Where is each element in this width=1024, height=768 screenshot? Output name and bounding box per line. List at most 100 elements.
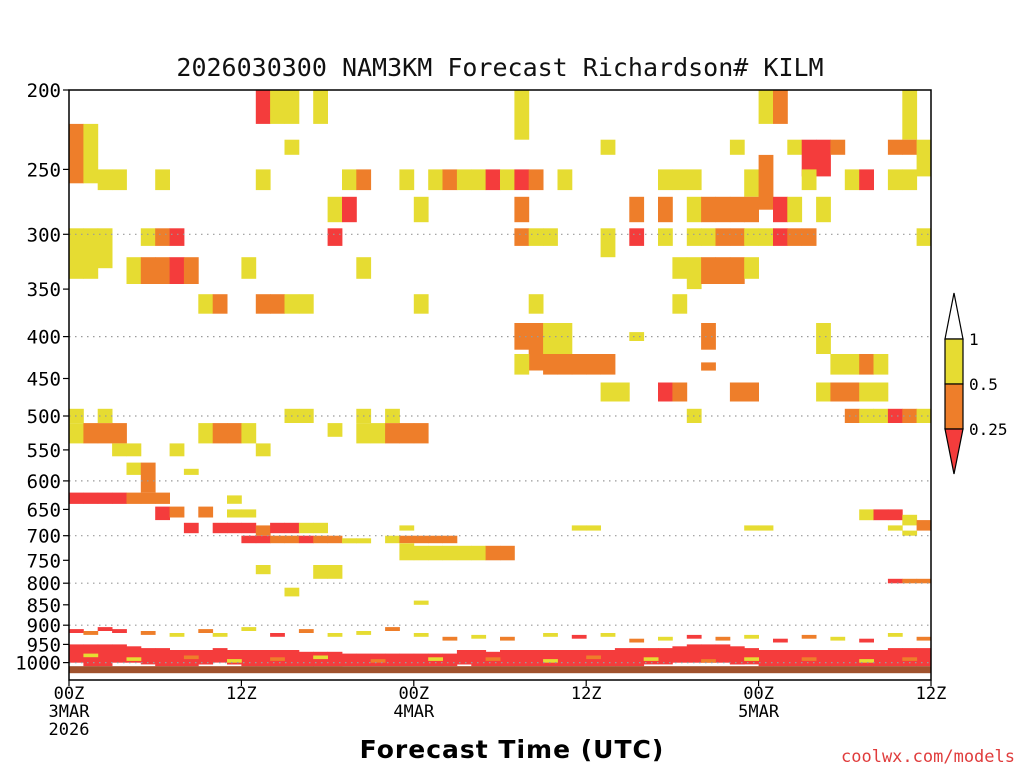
ri-cell [686,634,702,639]
ri-cell [227,423,242,444]
ri-cell [701,323,716,350]
x-tick-label: 12Z [571,684,602,704]
source-credit[interactable]: coolwx.com/models [841,747,1015,767]
ri-cell [385,653,400,667]
ri-cell [471,169,487,191]
ri-cell [471,634,487,639]
x-tick-label: 12Z [916,684,947,704]
ri-cell [155,169,170,191]
ri-cell [140,257,156,284]
ri-cell [801,657,817,661]
ri-cell [227,522,242,534]
ri-cell [701,257,716,284]
ri-cell [816,382,831,402]
ri-cell [284,294,300,314]
ri-cell [399,423,415,444]
ri-cell [614,382,630,402]
ri-cell [298,294,314,314]
ri-cell [701,228,716,246]
ri-cell [298,522,314,534]
ri-cell [356,653,372,667]
ri-cell [342,538,357,544]
ri-cell [327,651,343,667]
ri-cell [571,525,587,531]
ri-cell [169,650,185,667]
ri-cell [500,169,515,191]
ri-cell [155,257,170,284]
ri-cell [729,228,745,246]
y-tick-label: 900 [27,615,61,637]
ri-cell [887,578,903,584]
ri-cell [255,169,271,191]
ri-cell [729,257,745,284]
ri-cell [902,514,918,526]
ri-cell [126,257,142,284]
ri-cell [442,169,458,191]
ri-cell [787,228,803,246]
ri-cell [816,196,831,223]
ri-cell [600,139,616,155]
ri-cell [528,294,544,314]
ri-cell [342,196,357,223]
ri-cell [298,629,314,633]
colorbar-top-arrow [944,292,964,340]
ri-cell [887,509,903,521]
colorbar-level-label: 0.25 [969,420,1008,439]
ri-cell [715,257,731,284]
ri-cell [629,638,645,643]
ri-cell [787,139,803,155]
ri-cell [270,657,285,661]
ri-cell [356,538,372,544]
ri-cell [69,629,84,633]
ri-cell [773,638,788,643]
ri-cell [155,492,170,504]
colorbar-legend: 1 0.5 0.25 [944,292,1008,475]
ri-cell [801,228,817,246]
y-axis: 200 250 300 350 400 450 500 550 600 650 7007508008… [15,80,69,675]
ri-cell [902,648,918,667]
ri-cell [902,578,918,584]
ri-cell [887,139,903,155]
ri-cell [528,323,544,371]
ri-cell [629,196,645,223]
ri-cell [284,587,300,597]
ri-cell [744,196,759,223]
y-tick-label: 650 [27,499,61,521]
x-tick-label: 5MAR [738,702,780,722]
ri-cell [729,196,745,223]
ri-cell [126,462,142,475]
ri-cell [356,169,372,191]
ri-cell [313,522,328,534]
ri-cell [571,634,587,639]
ri-cell [773,90,788,124]
ri-cell [370,423,386,444]
ri-cell [442,653,458,667]
ri-cell [744,257,759,279]
ri-cell [112,492,127,504]
ri-cell [758,650,774,667]
ri-cell [112,423,127,444]
ri-cell [658,196,673,223]
ri-cell [284,522,300,534]
ri-cell [212,423,228,444]
ri-cell [859,659,874,663]
ri-cell [844,169,860,191]
ri-cell [658,382,673,402]
y-tick-label: 950 [27,634,61,656]
ri-cell [758,90,774,124]
ri-cell [571,354,587,375]
ri-cell [413,294,429,314]
ri-cell [428,545,443,561]
ri-cell [198,506,214,518]
ri-cell [83,423,99,444]
ri-cell [356,423,372,444]
ri-cell [729,139,745,155]
ri-cell [97,627,113,631]
ri-cell [442,545,458,561]
ri-cell [270,522,285,534]
ri-cell [744,228,759,246]
ri-cell [586,655,601,660]
ri-cell [97,644,113,667]
ri-cell [557,650,573,667]
ri-cell [212,522,228,534]
